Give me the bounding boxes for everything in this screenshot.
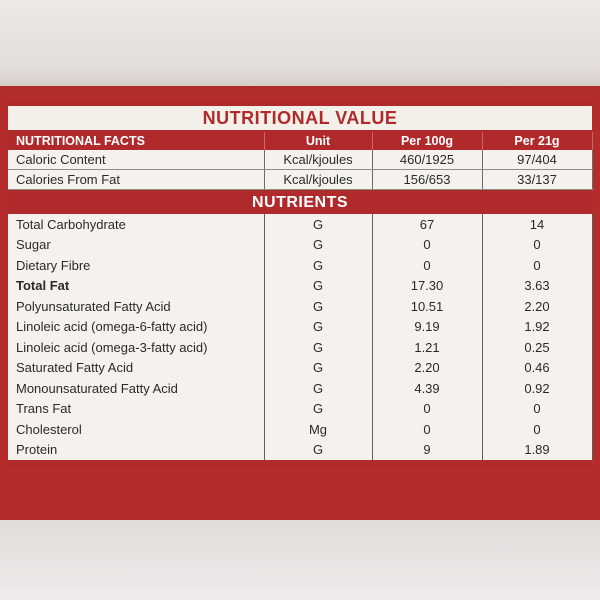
- nutrient-per21: 0: [482, 255, 593, 276]
- nutrient-name: Linoleic acid (omega-3-fatty acid): [8, 337, 265, 358]
- nutrient-row: Total Fat G 17.30 3.63: [8, 275, 593, 296]
- nutrient-per100: 0: [372, 419, 483, 440]
- facts-row-per21: 97/404: [482, 150, 593, 170]
- nutrient-name: Sugar: [8, 234, 265, 255]
- nutrient-row: Dietary Fibre G 0 0: [8, 255, 593, 276]
- nutrient-name: Total Carbohydrate: [8, 214, 265, 235]
- nutrient-unit: G: [264, 316, 373, 337]
- nutrient-per21: 0.46: [482, 357, 593, 378]
- nutrient-name: Cholesterol: [8, 419, 265, 440]
- nutrient-unit: G: [264, 275, 373, 296]
- facts-row: Calories From Fat Kcal/kjoules 156/653 3…: [8, 169, 593, 190]
- nutrient-name: Linoleic acid (omega-6-fatty acid): [8, 316, 265, 337]
- facts-header-per21: Per 21g: [482, 132, 593, 150]
- nutrient-unit: G: [264, 357, 373, 378]
- nutrient-per21: 2.20: [482, 296, 593, 317]
- nutrient-name: Protein: [8, 439, 265, 460]
- nutrient-per100: 17.30: [372, 275, 483, 296]
- nutrient-unit: G: [264, 398, 373, 419]
- nutrient-per21: 0: [482, 419, 593, 440]
- facts-row-unit: Kcal/kjoules: [264, 169, 373, 190]
- facts-row: Caloric Content Kcal/kjoules 460/1925 97…: [8, 150, 593, 170]
- nutrition-title: NUTRITIONAL VALUE: [8, 106, 592, 130]
- facts-row-unit: Kcal/kjoules: [264, 150, 373, 170]
- nutrients-title: NUTRIENTS: [8, 193, 592, 213]
- package-top-band: [0, 0, 600, 94]
- nutrient-row: Cholesterol Mg 0 0: [8, 419, 593, 440]
- nutrient-per21: 1.89: [482, 439, 593, 460]
- facts-row-name: Calories From Fat: [8, 169, 265, 190]
- nutrient-unit: G: [264, 439, 373, 460]
- nutrient-per21: 14: [482, 214, 593, 235]
- facts-row-name: Caloric Content: [8, 150, 265, 170]
- nutrient-per100: 9.19: [372, 316, 483, 337]
- nutrient-row: Sugar G 0 0: [8, 234, 593, 255]
- facts-row-per100: 156/653: [372, 169, 483, 190]
- nutrient-unit: G: [264, 337, 373, 358]
- nutrient-per21: 0: [482, 234, 593, 255]
- nutrient-name: Total Fat: [8, 275, 265, 296]
- nutrient-per100: 1.21: [372, 337, 483, 358]
- facts-row-per21: 33/137: [482, 169, 593, 190]
- package-bottom-band: [0, 520, 600, 600]
- nutrient-unit: G: [264, 214, 373, 235]
- nutrient-per100: 9: [372, 439, 483, 460]
- nutrient-name: Polyunsaturated Fatty Acid: [8, 296, 265, 317]
- nutrient-per100: 0: [372, 398, 483, 419]
- nutrient-row: Linoleic acid (omega-6-fatty acid) G 9.1…: [8, 316, 593, 337]
- nutrient-per21: 0.25: [482, 337, 593, 358]
- nutrient-unit: Mg: [264, 419, 373, 440]
- nutrient-per21: 0: [482, 398, 593, 419]
- nutrient-row: Monounsaturated Fatty Acid G 4.39 0.92: [8, 378, 593, 399]
- nutrition-label: NUTRITIONAL VALUE NUTRITIONAL FACTS Unit…: [8, 100, 593, 466]
- nutrient-name: Trans Fat: [8, 398, 265, 419]
- nutrient-per100: 2.20: [372, 357, 483, 378]
- nutrient-per100: 10.51: [372, 296, 483, 317]
- nutrient-unit: G: [264, 296, 373, 317]
- nutrient-name: Monounsaturated Fatty Acid: [8, 378, 265, 399]
- nutrient-row: Trans Fat G 0 0: [8, 398, 593, 419]
- nutrient-row: Total Carbohydrate G 67 14: [8, 214, 593, 235]
- nutrient-name: Dietary Fibre: [8, 255, 265, 276]
- facts-header-unit: Unit: [264, 132, 373, 150]
- nutrient-per21: 1.92: [482, 316, 593, 337]
- nutrient-unit: G: [264, 234, 373, 255]
- nutrient-per100: 0: [372, 255, 483, 276]
- nutrient-name: Saturated Fatty Acid: [8, 357, 265, 378]
- facts-header-row: NUTRITIONAL FACTS Unit Per 100g Per 21g: [8, 132, 593, 150]
- nutrient-unit: G: [264, 255, 373, 276]
- nutrient-row: Protein G 9 1.89: [8, 439, 593, 460]
- nutrient-row: Saturated Fatty Acid G 2.20 0.46: [8, 357, 593, 378]
- facts-table: NUTRITIONAL FACTS Unit Per 100g Per 21g …: [8, 132, 593, 190]
- nutrient-per100: 67: [372, 214, 483, 235]
- nutrient-row: Linoleic acid (omega-3-fatty acid) G 1.2…: [8, 337, 593, 358]
- facts-header-name: NUTRITIONAL FACTS: [8, 132, 265, 150]
- facts-row-per100: 460/1925: [372, 150, 483, 170]
- nutrients-table: Total Carbohydrate G 67 14 Sugar G 0 0 D…: [8, 214, 593, 460]
- nutrient-per100: 4.39: [372, 378, 483, 399]
- nutrient-unit: G: [264, 378, 373, 399]
- facts-header-per100: Per 100g: [372, 132, 483, 150]
- nutrient-per100: 0: [372, 234, 483, 255]
- nutrient-per21: 3.63: [482, 275, 593, 296]
- nutrient-row: Polyunsaturated Fatty Acid G 10.51 2.20: [8, 296, 593, 317]
- nutrient-per21: 0.92: [482, 378, 593, 399]
